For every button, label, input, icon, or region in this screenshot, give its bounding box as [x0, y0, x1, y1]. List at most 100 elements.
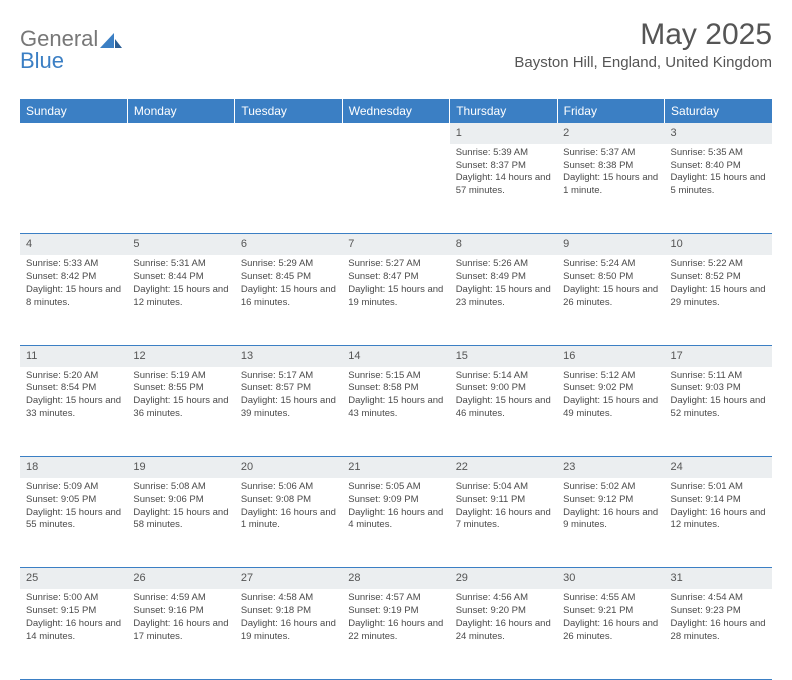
daylight-line: Daylight: 16 hours and 4 minutes. [348, 507, 443, 533]
sunrise-line: Sunrise: 5:00 AM [26, 592, 121, 605]
daylight-line: Daylight: 15 hours and 33 minutes. [26, 395, 121, 421]
brand-part2: Blue [20, 48, 64, 73]
weekday-header: Friday [557, 99, 664, 123]
day-content-row: Sunrise: 5:33 AMSunset: 8:42 PMDaylight:… [20, 255, 772, 345]
day-number-cell: 28 [342, 568, 449, 589]
day-cell: Sunrise: 5:02 AMSunset: 9:12 PMDaylight:… [557, 478, 664, 568]
day-number-cell: 23 [557, 457, 664, 478]
sunset-line: Sunset: 9:14 PM [671, 494, 766, 507]
day-number-cell [235, 123, 342, 144]
day-number-cell: 8 [450, 234, 557, 255]
day-content-row: Sunrise: 5:20 AMSunset: 8:54 PMDaylight:… [20, 367, 772, 457]
day-number-cell: 30 [557, 568, 664, 589]
sunrise-line: Sunrise: 4:58 AM [241, 592, 336, 605]
location-subtitle: Bayston Hill, England, United Kingdom [514, 54, 772, 71]
sunrise-line: Sunrise: 5:02 AM [563, 481, 658, 494]
daylight-line: Daylight: 15 hours and 36 minutes. [133, 395, 228, 421]
sunset-line: Sunset: 8:44 PM [133, 271, 228, 284]
sunset-line: Sunset: 9:08 PM [241, 494, 336, 507]
day-number-cell: 20 [235, 457, 342, 478]
daylight-line: Daylight: 15 hours and 46 minutes. [456, 395, 551, 421]
sunrise-line: Sunrise: 5:27 AM [348, 258, 443, 271]
day-cell: Sunrise: 5:33 AMSunset: 8:42 PMDaylight:… [20, 255, 127, 345]
daylight-line: Daylight: 16 hours and 26 minutes. [563, 618, 658, 644]
day-number-cell: 10 [665, 234, 772, 255]
day-number-cell: 5 [127, 234, 234, 255]
sunset-line: Sunset: 8:54 PM [26, 382, 121, 395]
day-cell: Sunrise: 5:01 AMSunset: 9:14 PMDaylight:… [665, 478, 772, 568]
title-block: May 2025 Bayston Hill, England, United K… [514, 18, 772, 71]
day-cell [342, 144, 449, 234]
sunset-line: Sunset: 8:47 PM [348, 271, 443, 284]
day-number-cell: 31 [665, 568, 772, 589]
sunset-line: Sunset: 9:12 PM [563, 494, 658, 507]
sunset-line: Sunset: 9:05 PM [26, 494, 121, 507]
sunrise-line: Sunrise: 5:15 AM [348, 370, 443, 383]
daylight-line: Daylight: 16 hours and 24 minutes. [456, 618, 551, 644]
sunrise-line: Sunrise: 4:59 AM [133, 592, 228, 605]
daylight-line: Daylight: 15 hours and 49 minutes. [563, 395, 658, 421]
day-cell: Sunrise: 5:12 AMSunset: 9:02 PMDaylight:… [557, 367, 664, 457]
sunrise-line: Sunrise: 5:33 AM [26, 258, 121, 271]
day-cell: Sunrise: 5:11 AMSunset: 9:03 PMDaylight:… [665, 367, 772, 457]
sunset-line: Sunset: 9:11 PM [456, 494, 551, 507]
sunrise-line: Sunrise: 5:37 AM [563, 147, 658, 160]
day-number-cell: 13 [235, 345, 342, 366]
day-cell: Sunrise: 5:19 AMSunset: 8:55 PMDaylight:… [127, 367, 234, 457]
day-number-cell: 16 [557, 345, 664, 366]
day-number-cell: 6 [235, 234, 342, 255]
sunset-line: Sunset: 8:55 PM [133, 382, 228, 395]
daylight-line: Daylight: 16 hours and 17 minutes. [133, 618, 228, 644]
daylight-line: Daylight: 15 hours and 26 minutes. [563, 284, 658, 310]
sunrise-line: Sunrise: 5:17 AM [241, 370, 336, 383]
calendar-body: 123Sunrise: 5:39 AMSunset: 8:37 PMDaylig… [20, 123, 772, 679]
day-number-cell: 27 [235, 568, 342, 589]
sunrise-line: Sunrise: 4:55 AM [563, 592, 658, 605]
sunset-line: Sunset: 9:19 PM [348, 605, 443, 618]
day-number-cell: 29 [450, 568, 557, 589]
day-number-cell: 25 [20, 568, 127, 589]
daylight-line: Daylight: 14 hours and 57 minutes. [456, 172, 551, 198]
day-number-cell [20, 123, 127, 144]
day-cell [127, 144, 234, 234]
daylight-line: Daylight: 15 hours and 52 minutes. [671, 395, 766, 421]
sunrise-line: Sunrise: 5:35 AM [671, 147, 766, 160]
day-number-cell: 22 [450, 457, 557, 478]
day-number-cell: 19 [127, 457, 234, 478]
weekday-header-row: SundayMondayTuesdayWednesdayThursdayFrid… [20, 99, 772, 123]
daylight-line: Daylight: 15 hours and 55 minutes. [26, 507, 121, 533]
day-number-cell: 14 [342, 345, 449, 366]
day-content-row: Sunrise: 5:09 AMSunset: 9:05 PMDaylight:… [20, 478, 772, 568]
sunrise-line: Sunrise: 5:20 AM [26, 370, 121, 383]
daylight-line: Daylight: 16 hours and 12 minutes. [671, 507, 766, 533]
day-cell: Sunrise: 5:00 AMSunset: 9:15 PMDaylight:… [20, 589, 127, 679]
day-cell: Sunrise: 5:05 AMSunset: 9:09 PMDaylight:… [342, 478, 449, 568]
sunset-line: Sunset: 9:09 PM [348, 494, 443, 507]
sunrise-line: Sunrise: 5:06 AM [241, 481, 336, 494]
sunset-line: Sunset: 8:40 PM [671, 160, 766, 173]
weekday-header: Wednesday [342, 99, 449, 123]
day-number-cell [127, 123, 234, 144]
daylight-line: Daylight: 16 hours and 19 minutes. [241, 618, 336, 644]
sunrise-line: Sunrise: 5:01 AM [671, 481, 766, 494]
daylight-line: Daylight: 16 hours and 9 minutes. [563, 507, 658, 533]
sunset-line: Sunset: 9:15 PM [26, 605, 121, 618]
day-content-row: Sunrise: 5:39 AMSunset: 8:37 PMDaylight:… [20, 144, 772, 234]
sunrise-line: Sunrise: 5:05 AM [348, 481, 443, 494]
sail-icon [100, 31, 122, 49]
sunrise-line: Sunrise: 4:54 AM [671, 592, 766, 605]
day-number-cell [342, 123, 449, 144]
weekday-header: Sunday [20, 99, 127, 123]
day-number-cell: 2 [557, 123, 664, 144]
daylight-line: Daylight: 15 hours and 43 minutes. [348, 395, 443, 421]
sunrise-line: Sunrise: 5:08 AM [133, 481, 228, 494]
sunset-line: Sunset: 9:18 PM [241, 605, 336, 618]
day-cell: Sunrise: 5:04 AMSunset: 9:11 PMDaylight:… [450, 478, 557, 568]
day-cell: Sunrise: 5:29 AMSunset: 8:45 PMDaylight:… [235, 255, 342, 345]
daylight-line: Daylight: 15 hours and 39 minutes. [241, 395, 336, 421]
day-number-row: 18192021222324 [20, 457, 772, 478]
day-number-cell: 24 [665, 457, 772, 478]
sunrise-line: Sunrise: 5:31 AM [133, 258, 228, 271]
day-number-row: 11121314151617 [20, 345, 772, 366]
calendar-table: SundayMondayTuesdayWednesdayThursdayFrid… [20, 99, 772, 680]
